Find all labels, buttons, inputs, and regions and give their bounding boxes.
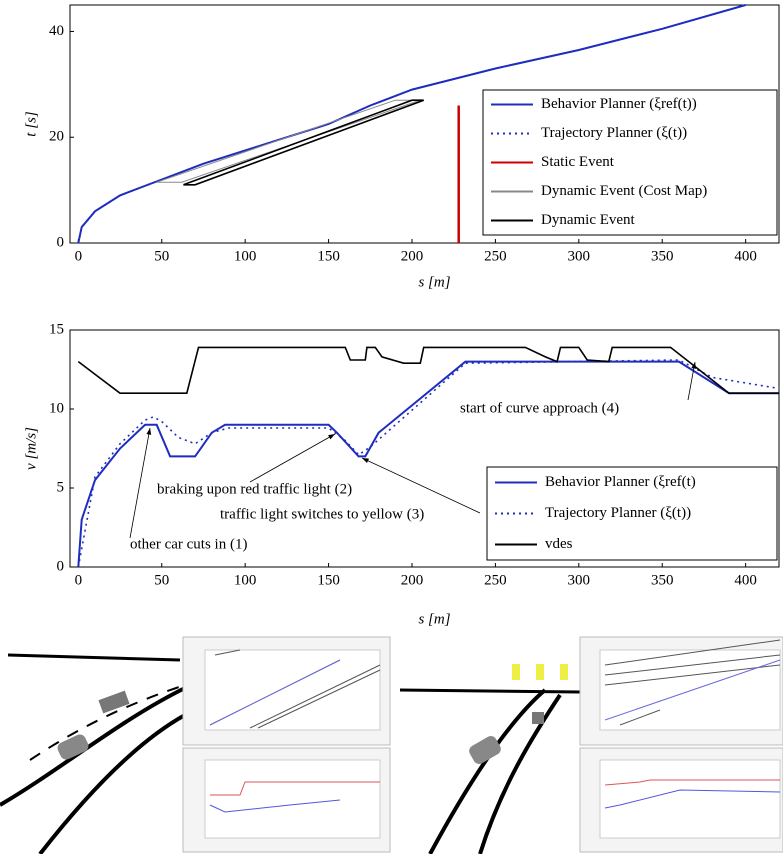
x-tick-label: 0: [75, 572, 83, 588]
x-axis-label: s [m]: [418, 274, 450, 290]
legend-label: Static Event: [541, 154, 615, 170]
y-tick-label: 15: [49, 321, 64, 337]
x-tick-label: 200: [401, 572, 424, 588]
x-tick-label: 200: [401, 248, 424, 264]
x-tick-label: 0: [75, 248, 83, 264]
x-tick-label: 100: [234, 572, 257, 588]
y-tick-label: 5: [57, 479, 65, 495]
legend-label: vdes: [545, 536, 573, 552]
x-tick-label: 250: [484, 248, 507, 264]
screenshot-left: [0, 636, 391, 854]
x-tick-label: 350: [651, 572, 674, 588]
x-tick-label: 400: [734, 572, 757, 588]
series-line: [77, 360, 779, 568]
x-tick-label: 50: [154, 248, 169, 264]
y-tick-label: 20: [49, 129, 64, 145]
x-axis-label: s [m]: [418, 611, 450, 627]
x-tick-label: 300: [568, 572, 591, 588]
x-tick-label: 100: [234, 248, 257, 264]
plot-frame: [69, 4, 780, 244]
y-tick-label: 40: [49, 23, 64, 39]
x-tick-label: 50: [154, 572, 169, 588]
annotation-arrow: [129, 427, 151, 539]
annotation-arrow: [249, 433, 336, 483]
annotation: traffic light switches to yellow (3): [220, 506, 424, 522]
series-line: [183, 99, 424, 186]
series-line: [77, 4, 746, 244]
arrow-head: [691, 362, 697, 369]
legend-label: Trajectory Planner (ξ(t)): [541, 125, 687, 141]
screenshot-right: [395, 636, 783, 854]
series-line: [77, 346, 779, 394]
legend-label: Behavior Planner (ξref(t): [545, 474, 696, 490]
legend-label: Behavior Planner (ξref(t)): [541, 96, 697, 112]
annotation: start of curve approach (4): [460, 400, 619, 416]
annotation: other car cuts in (1): [130, 536, 247, 552]
annotation: braking upon red traffic light (2): [157, 481, 352, 497]
legend-label: Dynamic Event: [541, 212, 636, 228]
x-tick-label: 250: [484, 572, 507, 588]
y-axis-label: v [m/s]: [23, 427, 39, 470]
plot-frame: [69, 329, 780, 568]
arrow-head: [146, 428, 152, 435]
x-tick-label: 150: [317, 572, 340, 588]
legend-label: Dynamic Event (Cost Map): [541, 183, 707, 199]
annotation-arrow: [361, 457, 481, 514]
x-tick-label: 150: [317, 248, 340, 264]
x-tick-label: 400: [734, 248, 757, 264]
legend-label: Trajectory Planner (ξ(t)): [545, 505, 691, 521]
y-tick-label: 0: [57, 558, 65, 574]
x-tick-label: 300: [568, 248, 591, 264]
arrow-head: [328, 434, 335, 440]
y-tick-label: 10: [49, 400, 64, 416]
y-axis-label: t [s]: [23, 111, 39, 137]
arrow-head: [362, 458, 369, 463]
x-tick-label: 350: [651, 248, 674, 264]
y-tick-label: 0: [57, 234, 65, 250]
